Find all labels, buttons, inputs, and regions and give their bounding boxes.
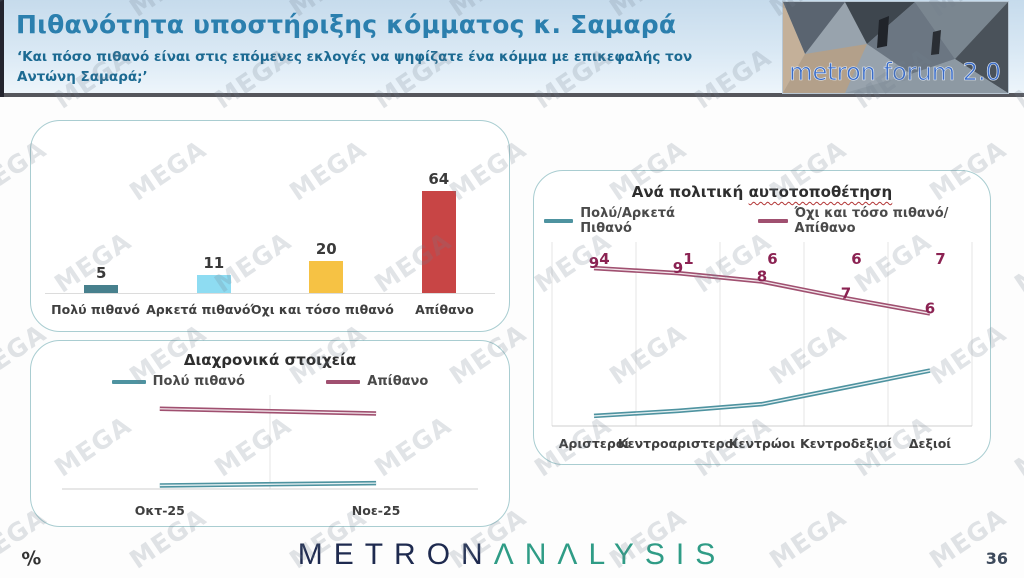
page-number: 36 xyxy=(985,549,1008,568)
header-left-edge xyxy=(0,0,4,97)
value-label: 6 xyxy=(589,236,599,240)
trend-chart-title: Διαχρονικά στοιχεία xyxy=(183,351,357,369)
bar xyxy=(421,190,456,293)
category-label: Κεντρώοι xyxy=(729,436,796,451)
legend-swatch xyxy=(111,379,146,384)
bar xyxy=(84,285,119,293)
trend-chart-panel: Διαχρονικά στοιχεία Πολύ πιθανό Απίθανο 3… xyxy=(30,340,510,527)
political-chart-legend: Πολύ/Αρκετά Πιθανό Όχι και τόσο πιθανό/Απ… xyxy=(534,206,990,236)
bar-chart-panel: 5 11 20 64 Πολύ πιθανό Αρκετά πιθανό Όχι και … xyxy=(30,120,510,332)
value-label: 23 xyxy=(836,236,857,240)
brand-metron: METRON xyxy=(297,538,494,571)
bar-chart-baseline xyxy=(45,293,495,294)
legend-swatch xyxy=(758,219,788,223)
category-label: Νοε-25 xyxy=(352,503,401,518)
political-chart-title: Ανά πολιτική αυτοτοποθέτηση xyxy=(534,183,990,201)
trend-chart-legend: Πολύ πιθανό Απίθανο xyxy=(31,374,509,389)
bar-category-label: Αρκετά πιθανό xyxy=(146,302,251,317)
political-chart-title-underlined: αυτοτοποθέτηση xyxy=(748,183,893,201)
bar-value-label: 5 xyxy=(96,264,107,282)
legend-item: Όχι και τόσο πιθανό/Απίθανο xyxy=(758,206,980,236)
series-line-highlight xyxy=(593,369,931,417)
value-label: 68 xyxy=(149,389,170,393)
value-label: 94 xyxy=(589,250,610,272)
bar-value-label: 11 xyxy=(203,254,225,273)
logo-text: metron forum 2.0 xyxy=(789,58,1001,86)
page-title: Πιθανότητα υποστήριξης κόμματος κ. Σαμαρ… xyxy=(16,10,677,39)
bar xyxy=(309,261,344,293)
metron-forum-logo: metron forum 2.0 xyxy=(783,2,1008,93)
legend-label: Πολύ/Αρκετά Πιθανό xyxy=(580,206,675,236)
bar-column: 5 xyxy=(45,264,158,293)
value-label: 5 xyxy=(371,389,381,393)
brand-analysis: ΛNΛLYSIS xyxy=(493,538,727,571)
trend-chart: 3 5 68 64 Οκτ-25 Νοε-25 xyxy=(62,389,478,518)
series-line-highlight xyxy=(159,408,377,415)
legend-item: Απίθανο xyxy=(326,374,428,389)
bar-value-label: 64 xyxy=(428,169,450,188)
bar xyxy=(196,275,231,293)
bar-category-label: Απίθανο xyxy=(415,302,474,317)
header: Πιθανότητα υποστήριξης κόμματος κ. Σαμαρ… xyxy=(0,0,1024,97)
political-chart: 691323339491867667ΑριστεροίΚεντροαριστερ… xyxy=(551,236,973,451)
series-line-highlight xyxy=(159,482,377,487)
political-chart-panel: Ανά πολιτική αυτοτοποθέτηση Πολύ/Αρκετά … xyxy=(533,170,991,465)
legend-item: Πολύ/Αρκετά Πιθανό xyxy=(544,206,710,236)
value-label: 67 xyxy=(925,250,946,317)
category-label: Αριστεροί xyxy=(559,436,630,451)
legend-label: Όχι και τόσο πιθανό/Απίθανο xyxy=(794,206,949,236)
mega-watermark: MEGA xyxy=(1009,226,1024,299)
bar-chart-categories: Πολύ πιθανό Αρκετά πιθανό Όχι και τόσο πιθ… xyxy=(45,302,495,317)
value-label: 86 xyxy=(757,250,778,286)
category-label: Δεξιοί xyxy=(909,436,951,451)
legend-item: Πολύ πιθανό xyxy=(111,374,245,389)
category-label: Οκτ-25 xyxy=(135,503,185,518)
value-label: 64 xyxy=(366,389,387,393)
mega-watermark: MEGA xyxy=(1009,410,1024,483)
logo-mosaic-image: metron forum 2.0 xyxy=(783,2,1008,93)
bar-value-label: 20 xyxy=(315,240,337,258)
value-label: 3 xyxy=(155,389,165,393)
value-label: 9 xyxy=(673,236,683,240)
value-label: 76 xyxy=(841,250,862,302)
bar-column: 64 xyxy=(383,170,496,293)
metron-analysis-brand: METRONΛNΛLYSIS xyxy=(0,538,1024,572)
bar-category-label: Όχι και τόσο πιθανό xyxy=(250,302,394,317)
bar-chart-bars: 5 11 20 64 xyxy=(45,149,495,293)
series-line-highlight xyxy=(593,267,931,315)
page-subtitle: ‘Και πόσο πιθανό είναι στις επόμενες εκλ… xyxy=(17,49,693,85)
value-label: 33 xyxy=(920,236,941,240)
series-line xyxy=(593,368,931,419)
bar-chart: 5 11 20 64 Πολύ πιθανό Αρκετά πιθανό Όχι και … xyxy=(45,149,495,317)
legend-swatch xyxy=(326,379,361,384)
percent-label: % xyxy=(20,546,43,572)
bar-column: 11 xyxy=(158,254,271,293)
legend-label: Πολύ πιθανό xyxy=(152,374,245,389)
political-chart-title-plain: Ανά πολιτική xyxy=(631,183,744,201)
legend-label: Απίθανο xyxy=(367,374,429,389)
category-label: Κεντροδεξιοί xyxy=(800,436,892,451)
value-label: 13 xyxy=(752,236,773,240)
category-label: Κεντροαριστεροί xyxy=(618,436,738,451)
legend-swatch xyxy=(544,219,574,223)
bar-category-label: Πολύ πιθανό xyxy=(51,302,140,317)
bar-column: 20 xyxy=(270,240,383,293)
